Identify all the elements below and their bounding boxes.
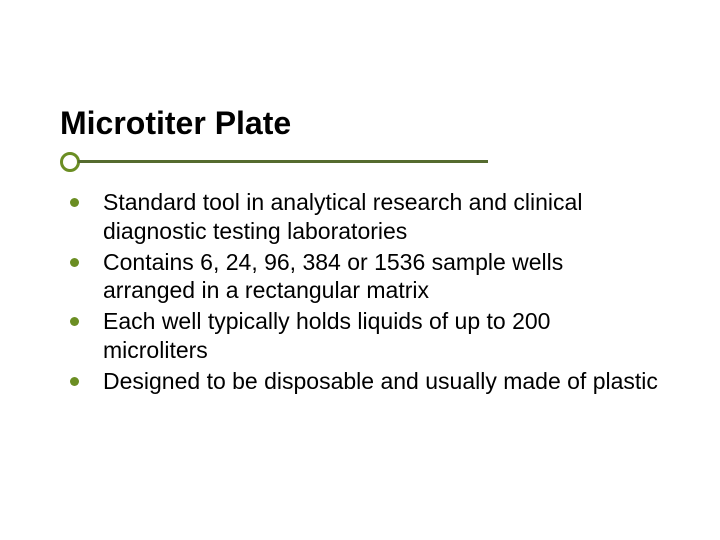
list-item: Standard tool in analytical research and… bbox=[70, 188, 660, 246]
list-item: Contains 6, 24, 96, 384 or 1536 sample w… bbox=[70, 248, 660, 306]
content-region: Standard tool in analytical research and… bbox=[70, 188, 660, 397]
slide: Microtiter Plate Standard tool in analyt… bbox=[0, 0, 720, 540]
slide-title: Microtiter Plate bbox=[60, 105, 660, 148]
title-region: Microtiter Plate bbox=[60, 105, 660, 178]
title-underline bbox=[60, 150, 660, 178]
bullet-list: Standard tool in analytical research and… bbox=[70, 188, 660, 395]
bullet-text: Standard tool in analytical research and… bbox=[103, 188, 660, 246]
bullet-icon bbox=[70, 377, 79, 386]
list-item: Designed to be disposable and usually ma… bbox=[70, 367, 660, 396]
bullet-icon bbox=[70, 258, 79, 267]
underline-line bbox=[78, 160, 488, 163]
bullet-icon bbox=[70, 198, 79, 207]
bullet-text: Contains 6, 24, 96, 384 or 1536 sample w… bbox=[103, 248, 660, 306]
list-item: Each well typically holds liquids of up … bbox=[70, 307, 660, 365]
underline-circle-icon bbox=[60, 152, 80, 172]
bullet-icon bbox=[70, 317, 79, 326]
bullet-text: Designed to be disposable and usually ma… bbox=[103, 367, 658, 396]
bullet-text: Each well typically holds liquids of up … bbox=[103, 307, 660, 365]
